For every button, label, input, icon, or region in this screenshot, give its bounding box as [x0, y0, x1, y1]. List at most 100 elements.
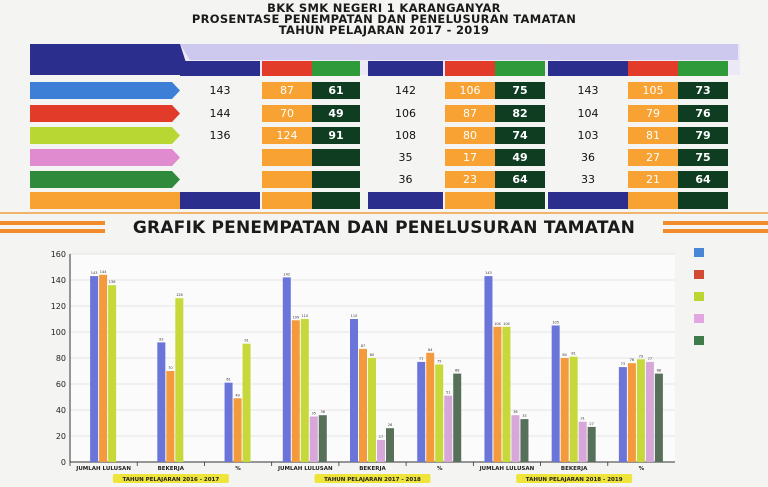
bar-value-label: 80	[370, 353, 374, 357]
year-2017-band	[180, 44, 372, 60]
table-cell: 144	[209, 107, 231, 120]
table-cell: 143	[577, 84, 599, 97]
table-cell: 23	[445, 171, 495, 188]
y-tick-label: 160	[51, 250, 66, 259]
bar-value-label: 142	[283, 272, 290, 276]
bar	[318, 415, 327, 462]
table-cell: 35	[398, 151, 413, 164]
bar-value-label: 104	[503, 322, 510, 326]
table-cell	[262, 171, 312, 188]
header-line-2: PROSENTASE PENEMPATAN DAN PENELUSURAN TA…	[191, 12, 577, 26]
bar	[386, 428, 394, 462]
bar-value-label: 80	[562, 353, 566, 357]
subheader-bg	[678, 61, 728, 76]
header-line-1: BKK SMK NEGERI 1 KARANGANYAR	[267, 1, 501, 15]
bar	[587, 426, 596, 462]
bar-value-label: 110	[301, 314, 308, 318]
table-cell: 36	[398, 173, 413, 186]
totals-cell-bg	[548, 192, 628, 209]
table-cell	[312, 149, 360, 166]
subheader-bg	[548, 61, 628, 76]
bar-value-label: 33	[522, 414, 526, 418]
bar	[233, 398, 242, 462]
x-category-label: BEKERJA	[561, 466, 588, 472]
period-label-bg	[314, 474, 431, 483]
bar	[502, 326, 511, 462]
table-cell: 36	[581, 151, 595, 164]
bar-value-label: 136	[109, 280, 116, 284]
bar-value-label: 73	[621, 362, 625, 366]
jurusan-header-bg	[30, 44, 190, 75]
table-cell: 49	[495, 149, 545, 166]
legend-swatch	[694, 292, 704, 301]
subheader-bg	[262, 61, 312, 76]
bar	[627, 363, 636, 462]
table-cell: 61	[312, 82, 360, 99]
bar	[426, 352, 435, 462]
totals-cell-bg	[262, 192, 312, 209]
table-cell: 79	[628, 105, 678, 122]
totals-cell-bg	[445, 192, 495, 209]
bar	[444, 395, 453, 462]
x-category-label: %	[235, 466, 241, 472]
x-category-label: BEKERJA	[359, 466, 386, 472]
totals-cell-bg	[368, 192, 443, 209]
bar-value-label: 143	[91, 271, 98, 275]
bar-value-label: 17	[379, 435, 383, 439]
y-tick-label: 60	[56, 380, 66, 389]
bar-value-label: 70	[168, 366, 172, 370]
bar-value-label: 144	[100, 270, 107, 274]
table-cell: 64	[495, 171, 545, 188]
period-label: TAHUN PELAJARAN 2017 - 2018	[324, 477, 421, 483]
x-category-label: JUMLAH LULUSAN	[479, 466, 535, 472]
row-label-bg	[30, 105, 180, 122]
totals-cell-bg	[495, 192, 545, 209]
bar-value-label: 84	[428, 348, 433, 352]
table-cell: 104	[577, 107, 599, 120]
x-category-label: BEKERJA	[158, 466, 185, 472]
y-tick-label: 100	[51, 328, 66, 337]
bar-value-label: 51	[446, 391, 450, 395]
bar	[309, 416, 318, 462]
bar	[435, 364, 444, 462]
table-cell: 80	[445, 127, 495, 144]
bar	[242, 343, 251, 462]
y-tick-label: 0	[61, 458, 66, 467]
table-cell: 106	[445, 82, 495, 99]
table-cell: 106	[395, 107, 416, 120]
subheader-bg	[445, 61, 495, 76]
table-cell: 103	[577, 129, 599, 142]
bar-value-label: 68	[657, 369, 661, 373]
bar	[417, 361, 426, 462]
bar-value-label: 77	[419, 357, 423, 361]
bar-value-label: 79	[639, 354, 643, 358]
table-cell: 87	[445, 105, 495, 122]
bar-value-label: 61	[226, 378, 230, 382]
bar	[551, 325, 560, 462]
bar	[157, 342, 166, 462]
table-cell: 21	[628, 171, 678, 188]
x-category-label: JUMLAH LULUSAN	[277, 466, 333, 472]
bar	[654, 373, 663, 462]
bar-value-label: 35	[312, 412, 316, 416]
period-label: TAHUN PELAJARAN 2018 - 2019	[526, 477, 623, 483]
row-label-bg	[30, 171, 180, 188]
period-label-bg	[112, 474, 229, 483]
bar-value-label: 77	[648, 357, 652, 361]
bar-value-label: 109	[292, 315, 299, 319]
totals-cell-bg	[180, 192, 260, 209]
bar	[569, 356, 578, 462]
bar	[108, 285, 117, 462]
bar-value-label: 76	[630, 358, 634, 362]
bar-value-label: 31	[580, 417, 584, 421]
x-category-label: %	[437, 466, 443, 472]
bar	[90, 276, 99, 462]
bar	[618, 367, 627, 462]
table-cell: 74	[495, 127, 545, 144]
bar	[453, 373, 462, 462]
totals-cell-bg	[628, 192, 678, 209]
row-label-bg	[30, 82, 180, 99]
bar-value-label: 92	[159, 337, 163, 341]
